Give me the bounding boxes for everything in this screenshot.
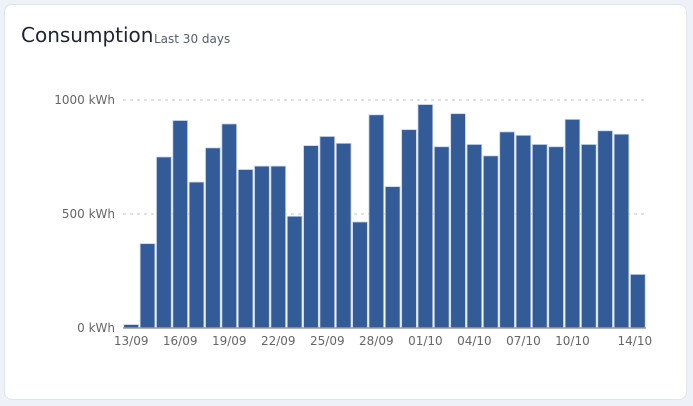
bar-28/09 (368, 114, 385, 329)
bar-21/09 (254, 165, 270, 329)
bar-25/09 (319, 136, 336, 329)
x-tick-label: 22/09 (261, 334, 296, 348)
bar-01/10 (417, 104, 434, 329)
bar-14/10 (630, 274, 646, 329)
bar-10/10 (564, 118, 581, 329)
card-title: Consumption (21, 23, 154, 47)
bar-22/09 (270, 165, 287, 329)
card-subtitle: Last 30 days (154, 32, 231, 46)
x-tick-label: 28/09 (359, 334, 394, 348)
bar-27/09 (352, 221, 368, 329)
bar-12/10 (597, 130, 613, 329)
bar-18/09 (205, 147, 221, 329)
x-tick-label: 07/10 (506, 334, 541, 348)
y-tick-label: 0 kWh (77, 321, 115, 335)
bar-15/09 (156, 156, 172, 329)
x-tick-label: 19/09 (212, 334, 247, 348)
bar-19/09 (221, 123, 238, 329)
bar-02/10 (433, 146, 450, 329)
y-tick-label: 500 kWh (62, 207, 115, 221)
bar-30/09 (401, 129, 417, 329)
bar-04/10 (466, 144, 483, 329)
x-tick-label: 01/10 (408, 334, 443, 348)
bar-20/09 (237, 169, 254, 329)
bar-23/09 (286, 215, 303, 329)
bar-06/10 (499, 131, 515, 329)
x-tick-label: 25/09 (310, 334, 345, 348)
y-tick-label: 1000 kWh (54, 93, 115, 107)
bar-14/09 (139, 243, 156, 329)
bar-09/10 (548, 146, 564, 329)
bar-03/10 (450, 113, 466, 329)
x-tick-label: 16/09 (163, 334, 198, 348)
x-tick-label: 04/10 (457, 334, 492, 348)
bar-11/10 (581, 144, 597, 329)
bar-24/09 (303, 145, 319, 329)
bar-08/10 (531, 144, 548, 329)
bar-26/09 (335, 142, 352, 329)
bar-29/09 (384, 186, 401, 329)
x-tick-label: 10/10 (555, 334, 590, 348)
bar-05/10 (482, 155, 499, 329)
bar-16/09 (172, 120, 188, 329)
bar-07/10 (515, 134, 532, 329)
x-tick-label: 13/09 (114, 334, 149, 348)
bar-17/09 (188, 181, 205, 329)
x-tick-label: 14/10 (618, 334, 653, 348)
bar-13/10 (613, 133, 630, 329)
